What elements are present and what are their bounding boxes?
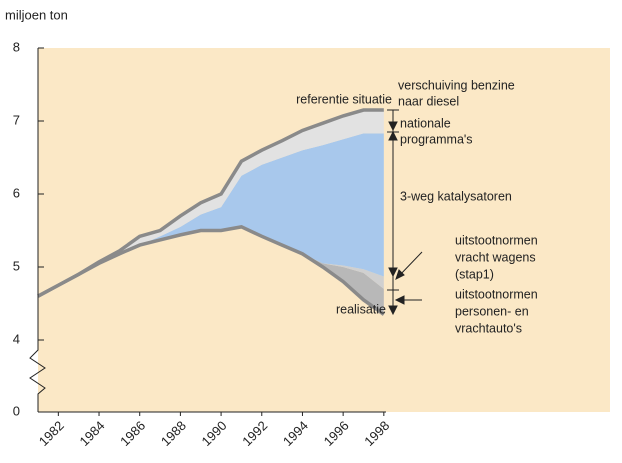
annotation: verschuiving benzine (398, 78, 515, 92)
y-tick-label: 7 (13, 112, 20, 127)
y-axis-label: miljoen ton (5, 7, 68, 22)
x-tick-label: 1990 (199, 418, 230, 449)
annotation: programma's (400, 132, 473, 146)
x-tick-label: 1982 (36, 418, 67, 449)
annotation: uitstootnormen (455, 233, 538, 247)
y-tick-label: 5 (13, 258, 20, 273)
reference-line (37, 108, 384, 298)
annotation: realisatie (336, 302, 386, 316)
x-tick-label: 1994 (280, 418, 311, 449)
area (38, 133, 384, 297)
annotation: referentie situatie (296, 92, 392, 106)
y-tick-label: 0 (13, 403, 20, 418)
area (38, 110, 384, 297)
y-tick-label: 6 (13, 185, 20, 200)
x-tick-label: 1998 (361, 418, 392, 449)
x-tick-label: 1986 (117, 418, 148, 449)
annotation-arrows (387, 109, 423, 316)
annotation: vrachtauto's (455, 321, 522, 335)
annotation: 3-weg katalysatoren (400, 189, 512, 203)
areas (38, 110, 384, 315)
axis-break (29, 345, 46, 412)
x-tick-label: 1996 (321, 418, 352, 449)
annotation: (stap1) (455, 267, 494, 281)
annotation: vracht wagens (455, 250, 536, 264)
annotation: uitstootnormen (455, 287, 538, 301)
lines (37, 108, 385, 316)
x-tick-label: 1984 (77, 418, 108, 449)
annotation: naar diesel (398, 94, 459, 108)
annotation: personen- en (455, 304, 529, 318)
y-tick-label: 4 (13, 331, 20, 346)
x-tick-label: 1988 (158, 418, 189, 449)
annotation: nationale (400, 116, 451, 130)
y-tick-label: 8 (13, 39, 20, 54)
x-tick-label: 1992 (239, 418, 270, 449)
